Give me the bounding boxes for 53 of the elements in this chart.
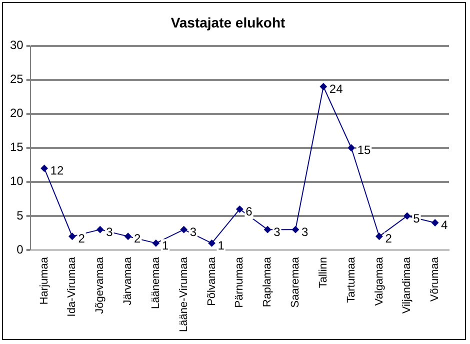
point xyxy=(40,164,48,172)
point xyxy=(348,144,355,152)
x-tick-label: Võrumaa xyxy=(429,256,442,302)
data-label: 3 xyxy=(190,224,197,239)
data-label: 5 xyxy=(413,211,420,226)
y-tick-label: 20 xyxy=(10,106,24,120)
x-tick-label: Pärnumaa xyxy=(234,256,246,308)
data-label: 4 xyxy=(441,218,448,232)
point xyxy=(124,232,132,240)
y-tick-label: 0 xyxy=(16,242,24,256)
y-tick-label: 15 xyxy=(10,140,24,154)
point xyxy=(264,226,272,234)
x-tick-label: Saaremaa xyxy=(290,256,302,308)
data-label: 15 xyxy=(357,143,371,158)
point xyxy=(208,240,216,247)
x-tick-label: Ida-Virumaa xyxy=(66,256,78,317)
point xyxy=(404,212,411,220)
data-label: 3 xyxy=(274,224,281,239)
x-tick-label: Jõgevamaa xyxy=(94,256,106,314)
point xyxy=(292,226,299,234)
data-label: 2 xyxy=(385,232,392,246)
x-tick-label: Põlvamaa xyxy=(206,256,218,306)
data-label: 3 xyxy=(301,224,308,239)
point xyxy=(236,206,244,213)
point xyxy=(432,219,439,226)
x-tick-label: Lääne-Virumaa xyxy=(178,256,190,332)
point xyxy=(96,226,104,234)
x-tick-label: Valgamaa xyxy=(373,256,386,306)
x-tick-label: Viljandimaa xyxy=(401,256,414,314)
data-label: 12 xyxy=(50,164,64,178)
data-label: 6 xyxy=(246,204,253,218)
x-tick-label: Harjumaa xyxy=(38,256,50,305)
point xyxy=(68,232,76,240)
data-label: 2 xyxy=(134,232,142,246)
point xyxy=(180,226,188,234)
data-label: 3 xyxy=(106,224,114,239)
point xyxy=(152,240,160,247)
chart-title: Vastajate elukoht xyxy=(170,14,286,30)
data-label: 1 xyxy=(218,238,225,252)
point xyxy=(376,232,383,240)
data-label: 1 xyxy=(162,238,169,252)
y-tick-label: 10 xyxy=(10,174,24,188)
y-tick-label: 30 xyxy=(10,38,24,52)
x-tick-label: Läänemaa xyxy=(150,256,162,309)
data-label: 24 xyxy=(329,82,344,96)
point xyxy=(320,83,327,90)
x-tick-label: Raplamaa xyxy=(262,256,274,308)
y-tick-label: 25 xyxy=(10,72,24,86)
x-tick-label: Järvamaa xyxy=(122,256,134,306)
data-label: 2 xyxy=(78,232,86,246)
x-tick-label: Tartumaa xyxy=(345,256,358,303)
y-tick-label: 5 xyxy=(16,208,24,222)
x-tick-label: Tallinn xyxy=(317,256,330,288)
